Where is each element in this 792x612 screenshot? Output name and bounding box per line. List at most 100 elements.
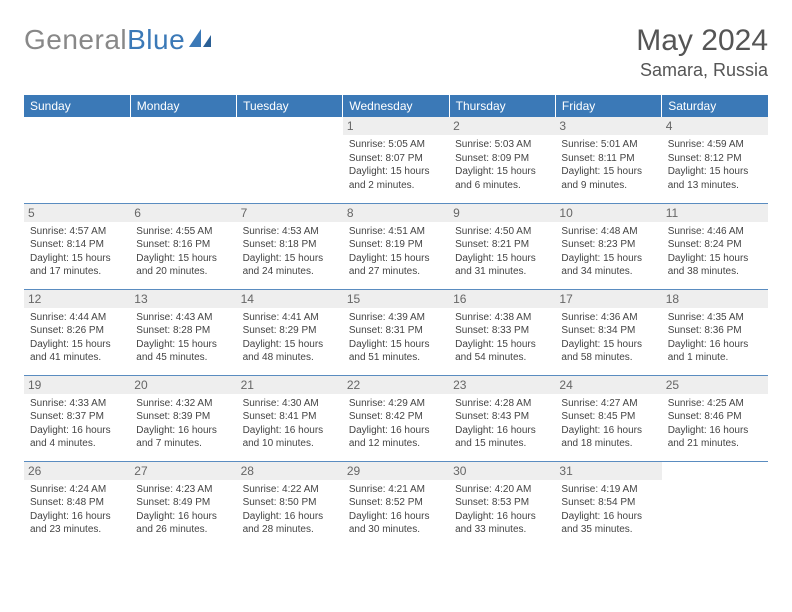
sunset-text: Sunset: 8:29 PM: [243, 324, 337, 338]
day-info: Sunrise: 4:33 AMSunset: 8:37 PMDaylight:…: [30, 397, 124, 451]
calendar-cell: 25Sunrise: 4:25 AMSunset: 8:46 PMDayligh…: [662, 375, 768, 461]
calendar-cell: 18Sunrise: 4:35 AMSunset: 8:36 PMDayligh…: [662, 289, 768, 375]
sunset-text: Sunset: 8:09 PM: [455, 152, 549, 166]
day-number: 3: [555, 117, 661, 135]
sunrise-text: Sunrise: 4:19 AM: [561, 483, 655, 497]
calendar-cell: 26Sunrise: 4:24 AMSunset: 8:48 PMDayligh…: [24, 461, 130, 547]
day-number: 2: [449, 117, 555, 135]
calendar-cell: 13 Sunrise: 4:43 AMSunset: 8:28 PMDayligh…: [130, 289, 236, 375]
daylight-text: Daylight: 16 hours and 23 minutes.: [30, 510, 124, 537]
sunset-text: Sunset: 8:33 PM: [455, 324, 549, 338]
day-info: Sunrise: 5:03 AMSunset: 8:09 PMDaylight:…: [455, 138, 549, 192]
day-info: Sunrise: 4:53 AMSunset: 8:18 PMDaylight:…: [243, 225, 337, 279]
sunrise-text: Sunrise: 4:38 AM: [455, 311, 549, 325]
day-info: Sunrise: 4:24 AMSunset: 8:48 PMDaylight:…: [30, 483, 124, 537]
sunset-text: Sunset: 8:39 PM: [136, 410, 230, 424]
day-number: 12: [24, 290, 130, 308]
sunrise-text: Sunrise: 4:48 AM: [561, 225, 655, 239]
calendar-cell: 28Sunrise: 4:22 AMSunset: 8:50 PMDayligh…: [237, 461, 343, 547]
calendar-cell: 20Sunrise: 4:32 AMSunset: 8:39 PMDayligh…: [130, 375, 236, 461]
brand-sail-icon: [187, 27, 213, 54]
header: GeneralBlue May 2024 Samara, Russia: [24, 24, 768, 81]
brand-part1: General: [24, 24, 127, 55]
day-info: Sunrise: 4:27 AMSunset: 8:45 PMDaylight:…: [561, 397, 655, 451]
sunrise-text: Sunrise: 5:03 AM: [455, 138, 549, 152]
sunrise-text: Sunrise: 4:29 AM: [349, 397, 443, 411]
calendar-cell: 11Sunrise: 4:46 AMSunset: 8:24 PMDayligh…: [662, 203, 768, 289]
day-header: Saturday: [662, 95, 768, 117]
calendar-cell: 16Sunrise: 4:38 AMSunset: 8:33 PMDayligh…: [449, 289, 555, 375]
daylight-text: Daylight: 15 hours and 54 minutes.: [455, 338, 549, 365]
sunset-text: Sunset: 8:36 PM: [668, 324, 762, 338]
daylight-text: Daylight: 16 hours and 28 minutes.: [243, 510, 337, 537]
sunset-text: Sunset: 8:54 PM: [561, 496, 655, 510]
sunrise-text: Sunrise: 4:35 AM: [668, 311, 762, 325]
day-number: 28: [237, 462, 343, 480]
daylight-text: Daylight: 16 hours and 1 minute.: [668, 338, 762, 365]
sunset-text: Sunset: 8:41 PM: [243, 410, 337, 424]
day-header: Friday: [555, 95, 661, 117]
daylight-text: Daylight: 16 hours and 26 minutes.: [136, 510, 230, 537]
calendar-cell: 7 Sunrise: 4:53 AMSunset: 8:18 PMDaylight…: [237, 203, 343, 289]
sunrise-text: Sunrise: 4:44 AM: [30, 311, 124, 325]
sunrise-text: Sunrise: 4:39 AM: [349, 311, 443, 325]
day-number: 31: [555, 462, 661, 480]
daylight-text: Daylight: 16 hours and 10 minutes.: [243, 424, 337, 451]
calendar-cell: 31 Sunrise: 4:19 AMSunset: 8:54 PMDayligh…: [555, 461, 661, 547]
day-number: 19: [24, 376, 130, 394]
sunrise-text: Sunrise: 4:43 AM: [136, 311, 230, 325]
calendar-cell: 14Sunrise: 4:41 AMSunset: 8:29 PMDayligh…: [237, 289, 343, 375]
day-info: Sunrise: 4:55 AMSunset: 8:16 PMDaylight:…: [136, 225, 230, 279]
daylight-text: Daylight: 15 hours and 48 minutes.: [243, 338, 337, 365]
calendar-cell: 24Sunrise: 4:27 AMSunset: 8:45 PMDayligh…: [555, 375, 661, 461]
day-info: Sunrise: 4:39 AMSunset: 8:31 PMDaylight:…: [349, 311, 443, 365]
sunrise-text: Sunrise: 4:57 AM: [30, 225, 124, 239]
daylight-text: Daylight: 16 hours and 7 minutes.: [136, 424, 230, 451]
day-number: 15: [343, 290, 449, 308]
day-number: 27: [130, 462, 236, 480]
day-number: 14: [237, 290, 343, 308]
calendar-row: 12 Sunrise: 4:44 AMSunset: 8:26 PM Dayligh…: [24, 289, 768, 375]
daylight-text: Daylight: 16 hours and 35 minutes.: [561, 510, 655, 537]
sunset-text: Sunset: 8:53 PM: [455, 496, 549, 510]
daylight-text: Daylight: 15 hours and 17 minutes.: [30, 252, 124, 279]
sunrise-text: Sunrise: 4:28 AM: [455, 397, 549, 411]
sunset-text: Sunset: 8:46 PM: [668, 410, 762, 424]
calendar-cell: [237, 117, 343, 203]
sunrise-text: Sunrise: 4:21 AM: [349, 483, 443, 497]
day-info: Sunrise: 4:29 AMSunset: 8:42 PMDaylight:…: [349, 397, 443, 451]
day-info: Sunrise: 4:43 AMSunset: 8:28 PMDaylight:…: [136, 311, 230, 365]
day-info: Sunrise: 4:21 AMSunset: 8:52 PMDaylight:…: [349, 483, 443, 537]
sunset-text: Sunset: 8:23 PM: [561, 238, 655, 252]
daylight-text: Daylight: 15 hours and 27 minutes.: [349, 252, 443, 279]
day-number: 13: [130, 290, 236, 308]
sunset-text: Sunset: 8:18 PM: [243, 238, 337, 252]
day-number: 9: [449, 204, 555, 222]
calendar-cell: 2 Sunrise: 5:03 AMSunset: 8:09 PMDaylight…: [449, 117, 555, 203]
day-number: 29: [343, 462, 449, 480]
daylight-text: Daylight: 15 hours and 9 minutes.: [561, 165, 655, 192]
sunset-text: Sunset: 8:24 PM: [668, 238, 762, 252]
sunset-text: Sunset: 8:26 PM: [30, 324, 124, 338]
brand-part2: Blue: [127, 24, 185, 55]
month-title: May 2024: [636, 24, 768, 58]
sunset-text: Sunset: 8:21 PM: [455, 238, 549, 252]
daylight-text: Daylight: 15 hours and 38 minutes.: [668, 252, 762, 279]
sunrise-text: Sunrise: 4:46 AM: [668, 225, 762, 239]
daylight-text: Daylight: 16 hours and 18 minutes.: [561, 424, 655, 451]
sunset-text: Sunset: 8:43 PM: [455, 410, 549, 424]
sunrise-text: Sunrise: 4:33 AM: [30, 397, 124, 411]
day-number: 5: [24, 204, 130, 222]
sunrise-text: Sunrise: 4:20 AM: [455, 483, 549, 497]
daylight-text: Daylight: 15 hours and 2 minutes.: [349, 165, 443, 192]
day-info: Sunrise: 4:59 AMSunset: 8:12 PMDaylight:…: [668, 138, 762, 192]
calendar-cell: 29 Sunrise: 4:21 AMSunset: 8:52 PMDayligh…: [343, 461, 449, 547]
sunset-text: Sunset: 8:42 PM: [349, 410, 443, 424]
day-header: Tuesday: [237, 95, 343, 117]
sunrise-text: Sunrise: 4:30 AM: [243, 397, 337, 411]
daylight-text: Daylight: 16 hours and 15 minutes.: [455, 424, 549, 451]
daylight-text: Daylight: 16 hours and 12 minutes.: [349, 424, 443, 451]
sunset-text: Sunset: 8:48 PM: [30, 496, 124, 510]
day-number: 7: [237, 204, 343, 222]
day-info: Sunrise: 4:38 AMSunset: 8:33 PMDaylight:…: [455, 311, 549, 365]
